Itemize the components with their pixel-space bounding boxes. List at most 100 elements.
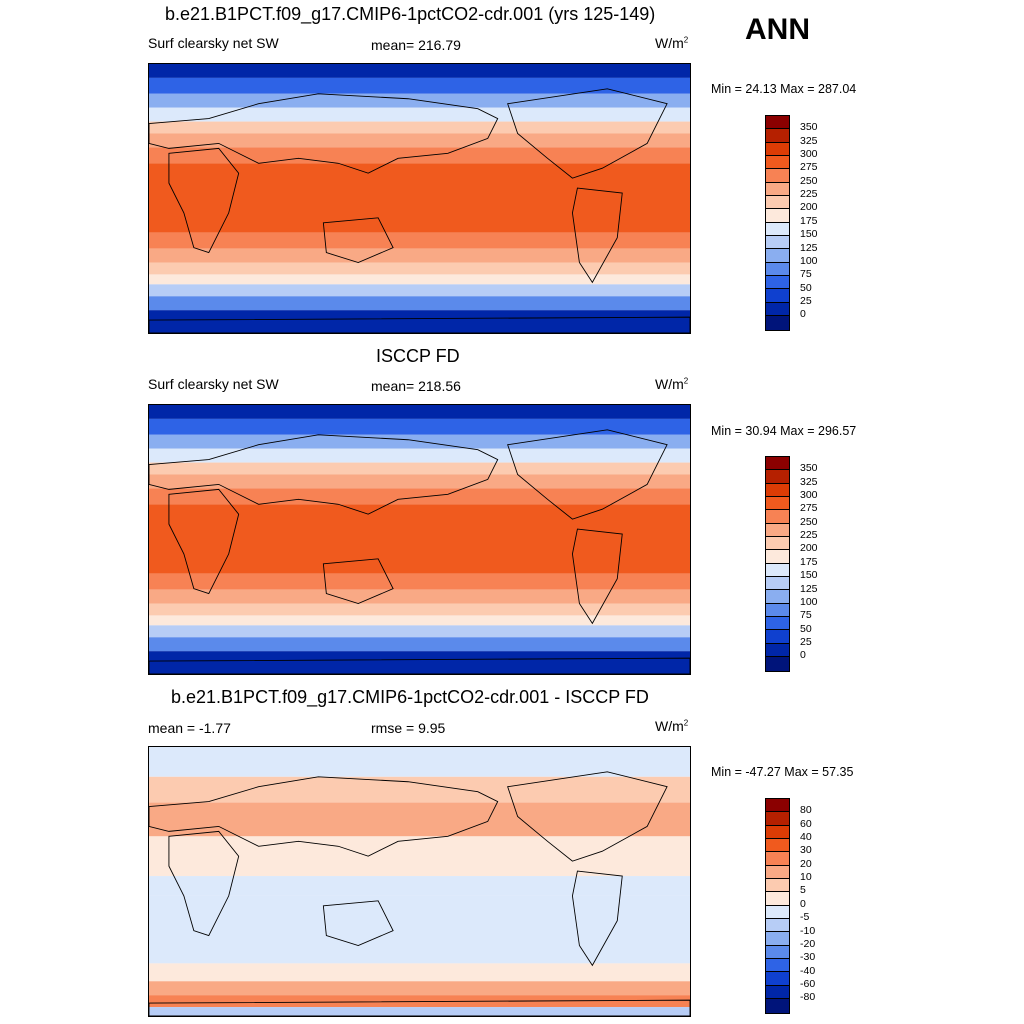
map-band — [149, 651, 690, 674]
colorbar-label: 250 — [800, 174, 818, 187]
colorbar-label: 275 — [800, 502, 818, 515]
map-band — [149, 625, 690, 638]
panel-1-variable-label: Surf clearsky net SW — [148, 35, 279, 51]
panel-1-mean-label: mean= 216.79 — [371, 37, 461, 53]
coastline — [571, 870, 623, 967]
colorbar-swatch — [766, 129, 789, 143]
colorbar-label: 25 — [800, 294, 812, 307]
map-band — [149, 121, 690, 134]
colorbar-label: 10 — [800, 871, 812, 884]
colorbar-label: 225 — [800, 188, 818, 201]
colorbar-swatch — [766, 932, 789, 946]
coastline — [322, 217, 394, 263]
panel-3-minmax: Min = -47.27 Max = 57.35 — [711, 765, 854, 779]
colorbar-swatch — [766, 316, 789, 330]
map-band — [149, 262, 690, 275]
panel-3-map — [148, 746, 691, 1017]
colorbar-label: 150 — [800, 569, 818, 582]
coastline — [507, 429, 668, 520]
colorbar-swatch — [766, 603, 789, 618]
colorbar-label: 175 — [800, 214, 818, 227]
panel-1-units: W/m2 — [655, 35, 689, 51]
colorbar-label: 125 — [800, 241, 818, 254]
coastline — [149, 999, 690, 1016]
colorbar-swatch — [766, 630, 789, 644]
colorbar-label: 100 — [800, 595, 818, 608]
colorbar-swatch — [766, 236, 789, 250]
map-band — [149, 603, 690, 616]
colorbar-swatch — [766, 905, 789, 920]
panel-3-title: b.e21.B1PCT.f09_g17.CMIP6-1pctCO2-cdr.00… — [171, 687, 649, 707]
colorbar-swatch — [766, 643, 789, 658]
map-band — [149, 802, 690, 837]
colorbar-swatch — [766, 249, 789, 263]
colorbar-swatch — [766, 196, 789, 210]
colorbar-swatch — [766, 972, 789, 986]
coastline — [149, 93, 499, 174]
colorbar-label: -10 — [800, 924, 816, 937]
colorbar-swatch — [766, 865, 789, 880]
panel-3-mean-label: mean = -1.77 — [148, 720, 231, 736]
season-label: ANN — [745, 13, 810, 46]
colorbar-swatch — [766, 497, 789, 511]
panel-2-minmax: Min = 30.94 Max = 296.57 — [711, 424, 857, 438]
colorbar-label: 20 — [800, 857, 812, 870]
map-band — [149, 504, 690, 574]
colorbar-label: 250 — [800, 515, 818, 528]
panel-2-colorbar — [765, 456, 790, 672]
coastlines — [149, 429, 690, 674]
map-band — [149, 274, 690, 285]
colorbar-label: 30 — [800, 844, 812, 857]
colorbar-label: 80 — [800, 804, 812, 817]
coastlines — [149, 771, 690, 1016]
map-band — [149, 995, 690, 1008]
colorbar-swatch — [766, 289, 789, 303]
colorbar-swatch — [766, 825, 789, 840]
map-band — [149, 77, 690, 94]
colorbar-label: -5 — [800, 911, 810, 924]
colorbar-label: -20 — [800, 937, 816, 950]
coastline — [149, 316, 690, 333]
colorbar-label: 125 — [800, 582, 818, 595]
panel-1-minmax: Min = 24.13 Max = 287.04 — [711, 82, 857, 96]
colorbar-label: -60 — [800, 977, 816, 990]
colorbar-swatch — [766, 142, 789, 157]
panel-2-units: W/m2 — [655, 376, 689, 392]
panel-1-map — [148, 63, 691, 334]
map-shading — [149, 405, 690, 674]
map-band — [149, 876, 690, 896]
map-shading — [149, 64, 690, 333]
colorbar-label: 200 — [800, 201, 818, 214]
colorbar-swatch — [766, 262, 789, 277]
colorbar-label: 225 — [800, 529, 818, 542]
panel-3-units: W/m2 — [655, 718, 689, 734]
map-band — [149, 405, 690, 419]
coastline — [322, 558, 394, 604]
colorbar-label: 325 — [800, 475, 818, 488]
map-band — [149, 310, 690, 333]
colorbar-swatch — [766, 945, 789, 960]
coastline — [168, 830, 240, 937]
map-band — [149, 448, 690, 463]
panel-2-map — [148, 404, 691, 675]
panel-2-mean-label: mean= 218.56 — [371, 378, 461, 394]
coastline — [571, 528, 623, 625]
map-band — [149, 107, 690, 122]
colorbar-label: 25 — [800, 635, 812, 648]
panel-3-colorbar — [765, 798, 790, 1014]
colorbar-swatch — [766, 919, 789, 933]
colorbar-swatch — [766, 116, 789, 130]
colorbar-label: 350 — [800, 462, 818, 475]
map-band — [149, 1007, 690, 1016]
map-band — [149, 836, 690, 877]
map-band — [149, 776, 690, 803]
coastline — [507, 771, 668, 862]
colorbar-label: 75 — [800, 609, 812, 622]
map-band — [149, 945, 690, 964]
colorbar-swatch — [766, 657, 789, 671]
panel-2-title: ISCCP FD — [376, 346, 460, 366]
colorbar-swatch — [766, 799, 789, 813]
colorbar-label: 300 — [800, 148, 818, 161]
colorbar-swatch — [766, 156, 789, 170]
colorbar-swatch — [766, 209, 789, 223]
